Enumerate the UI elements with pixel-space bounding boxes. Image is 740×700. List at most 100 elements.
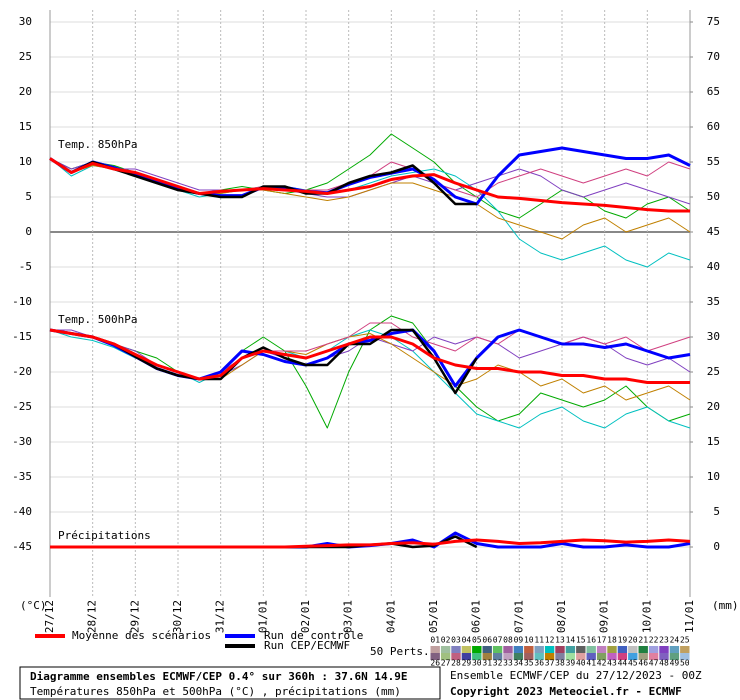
y-tick-label: -5 [19,260,32,273]
member-swatch [607,653,617,660]
member-label: 04 [462,636,472,645]
member-swatch [534,646,544,653]
member-label: 16 [586,636,596,645]
members-title: 50 Perts. [370,645,430,658]
panel-label: Temp. 850hPa [58,138,137,151]
member-label: 10 [524,636,534,645]
y2-tick-label: 50 [707,190,720,203]
member-label: 01 [430,636,440,645]
member-swatch [503,653,513,660]
member-label: 40 [576,659,586,668]
y2-axis-label: (mm) [712,599,739,612]
legend-label: Run de contrôle [264,629,363,642]
y-tick-label: -35 [12,470,32,483]
member-label: 15 [576,636,586,645]
member-swatch [596,646,607,653]
y-tick-label: 5 [25,190,32,203]
y2-tick-label: 15 [707,435,720,448]
member-swatch [659,646,669,653]
x-tick-label: 04/01 [384,600,397,633]
y2-tick-label: 20 [707,400,720,413]
member-label: 29 [462,659,472,668]
member-label: 28 [451,659,461,668]
member-label: 23 [659,636,669,645]
y2-tick-label: 25 [707,365,720,378]
x-tick-label: 10/01 [640,600,653,633]
x-tick-label: 07/01 [512,600,525,633]
member-label: 47 [649,659,659,668]
series-line [49,157,690,213]
y-tick-label: 25 [19,50,32,63]
member-swatch [596,653,607,660]
y2-tick-label: 10 [707,470,720,483]
member-label: 34 [514,659,524,668]
y-tick-label: 10 [19,155,32,168]
copyright: Copyright 2023 Meteociel.fr - ECMWF [450,685,682,698]
series-line [49,328,690,384]
member-label: 33 [503,659,513,668]
member-swatch [586,653,596,660]
panel-label: Temp. 500hPa [58,313,137,326]
member-swatch [430,646,440,653]
legend-label: Run CEP/ECMWF [264,639,350,652]
member-swatch [576,646,586,653]
member-label: 26 [430,659,440,668]
member-label: 42 [597,659,607,668]
member-label: 21 [638,636,648,645]
member-label: 09 [514,636,524,645]
member-label: 12 [545,636,555,645]
x-tick-label: 06/01 [470,600,483,633]
member-swatch [638,653,648,660]
member-swatch [544,653,555,660]
member-swatch [440,653,451,660]
member-swatch [669,653,680,660]
x-tick-label: 05/01 [427,600,440,633]
y-axis-label: (°C) [20,599,47,612]
member-line [49,158,691,240]
member-label: 39 [566,659,576,668]
x-tick-label: 30/12 [171,600,184,633]
y-tick-label: -30 [12,435,32,448]
member-label: 43 [607,659,617,668]
member-label: 32 [493,659,503,668]
member-label: 44 [618,659,628,668]
member-swatch [461,646,472,653]
member-label: 05 [472,636,482,645]
member-swatch [576,653,586,660]
series-line [49,146,691,206]
member-swatch [607,646,617,653]
member-swatch [534,653,544,660]
y-tick-label: -45 [12,540,32,553]
y2-tick-label: 45 [707,225,720,238]
y-tick-label: -10 [12,295,32,308]
y2-tick-label: 70 [707,50,720,63]
member-swatch [565,646,576,653]
x-tick-label: 08/01 [555,600,568,633]
member-label: 45 [628,659,638,668]
y-tick-label: -40 [12,505,32,518]
member-swatch [440,646,451,653]
member-label: 27 [441,659,451,668]
y2-tick-label: 5 [713,505,720,518]
member-swatch [451,653,461,660]
member-swatch [638,646,648,653]
member-swatch [617,646,628,653]
member-label: 06 [482,636,492,645]
member-swatch [492,646,503,653]
member-swatch [482,646,492,653]
member-swatch [513,653,524,660]
member-label: 35 [524,659,534,668]
x-tick-label: 27/12 [43,600,56,633]
member-label: 14 [566,636,576,645]
member-swatch [555,646,565,653]
y2-tick-label: 65 [707,85,720,98]
x-tick-label: 09/01 [598,600,611,633]
member-label: 36 [534,659,544,668]
y-tick-label: 15 [19,120,32,133]
member-label: 17 [597,636,607,645]
member-swatch [659,653,669,660]
x-tick-label: 31/12 [214,600,227,633]
member-line [49,322,691,380]
member-swatch [492,653,503,660]
member-swatch [617,653,628,660]
